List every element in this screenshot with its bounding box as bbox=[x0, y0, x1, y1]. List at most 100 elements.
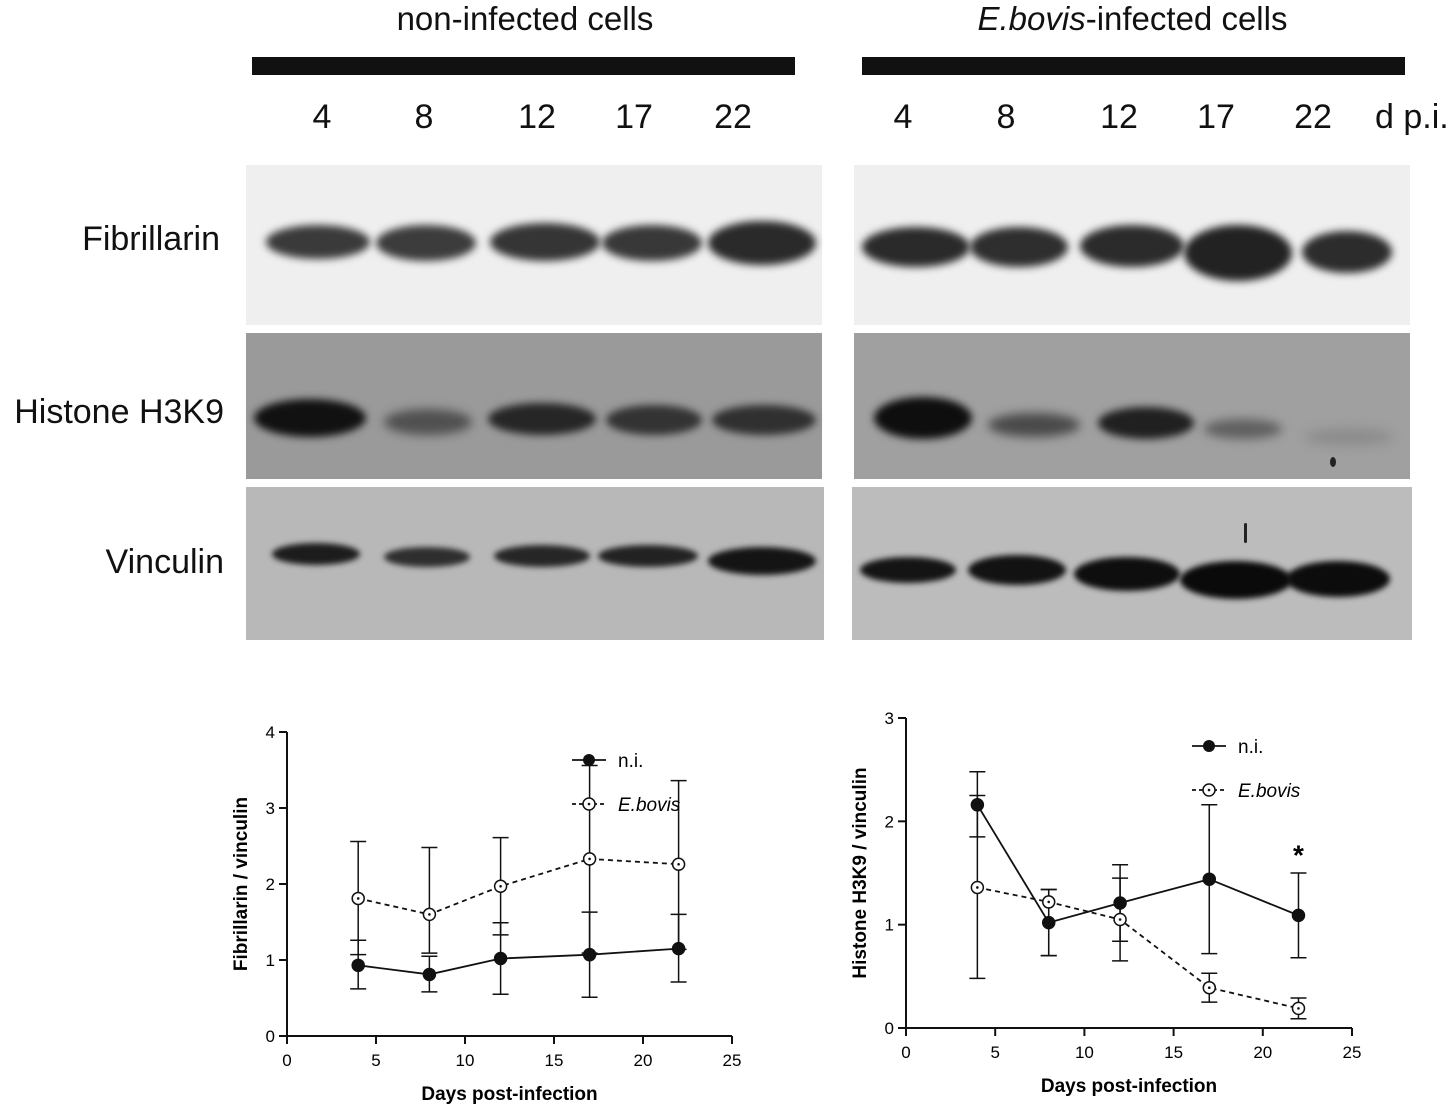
x-axis-label: Days post-infection bbox=[1041, 1076, 1217, 1097]
series-line-1 bbox=[358, 947, 679, 976]
series-line-2 bbox=[977, 886, 1299, 1010]
legend-marker-1 bbox=[1203, 740, 1215, 752]
band bbox=[1098, 407, 1194, 439]
band bbox=[860, 557, 956, 583]
x-tick-label: 15 bbox=[1164, 1043, 1183, 1062]
lane-label-left-4: 17 bbox=[615, 98, 653, 136]
band bbox=[494, 545, 590, 567]
legend-marker-dot bbox=[587, 802, 591, 806]
right-group-bar bbox=[862, 57, 1405, 75]
x-tick-label: 0 bbox=[901, 1043, 910, 1062]
band bbox=[708, 547, 816, 575]
lane-label-right-1: 4 bbox=[893, 98, 913, 136]
band bbox=[988, 413, 1080, 437]
band bbox=[488, 403, 596, 435]
series-line-1 bbox=[976, 804, 1299, 924]
y-tick-label: 2 bbox=[885, 812, 894, 831]
legend-marker-1 bbox=[583, 754, 595, 766]
right-group-title: E.bovis-infected cells bbox=[860, 0, 1405, 38]
band bbox=[1074, 557, 1180, 591]
legend-label-1: n.i. bbox=[1238, 737, 1263, 758]
data-point-dot bbox=[356, 897, 360, 900]
band bbox=[712, 405, 816, 435]
band bbox=[602, 225, 702, 261]
lane-label-right-2: 8 bbox=[996, 98, 1016, 136]
chart-fibrillarin-vinculin: 0 5 10 15 20 25 0 1 2 3 4 Days post-infection Fibril… bbox=[231, 723, 742, 1105]
chart-histone-vinculin: 0 5 10 15 20 25 0 1 2 3 Days post-infection Histone… bbox=[850, 709, 1362, 1097]
y-tick-label: 4 bbox=[266, 723, 275, 742]
data-point-dot bbox=[677, 862, 680, 866]
x-tick-label: 5 bbox=[990, 1043, 999, 1062]
right-group-title-rest: -infected cells bbox=[1085, 0, 1288, 37]
band bbox=[266, 225, 370, 259]
legend-marker-dot bbox=[1207, 788, 1211, 792]
row-label-vinculin: Vinculin bbox=[105, 543, 224, 581]
band bbox=[384, 409, 472, 435]
blot-fibrillarin-non-infected bbox=[246, 165, 822, 325]
data-point bbox=[422, 967, 437, 982]
speck bbox=[1330, 457, 1336, 467]
y-tick-label: 2 bbox=[266, 875, 275, 894]
lane-label-left-1: 4 bbox=[312, 98, 332, 136]
x-tick-label: 25 bbox=[723, 1051, 742, 1070]
lane-label-right-3: 12 bbox=[1100, 98, 1138, 136]
band bbox=[490, 223, 600, 261]
blot-histone-infected bbox=[854, 333, 1410, 479]
right-group-title-italic: E.bovis bbox=[977, 0, 1086, 37]
lane-label-right-5: 22 bbox=[1294, 98, 1332, 136]
legend-label-2: E.bovis bbox=[1238, 781, 1301, 802]
lane-label-left-2: 8 bbox=[414, 98, 434, 136]
lane-unit-label: d p.i. bbox=[1375, 98, 1449, 136]
x-tick-label: 10 bbox=[1075, 1043, 1094, 1062]
data-point-dot bbox=[499, 884, 502, 888]
lane-label-left-3: 12 bbox=[518, 98, 556, 136]
y-tick-label: 1 bbox=[266, 951, 275, 970]
band bbox=[376, 225, 476, 261]
band bbox=[1184, 225, 1292, 281]
blot-histone-non-infected bbox=[246, 333, 822, 479]
band bbox=[1302, 231, 1392, 273]
band bbox=[1180, 561, 1292, 599]
x-tick-label: 5 bbox=[371, 1051, 380, 1070]
x-tick-label: 25 bbox=[1343, 1043, 1362, 1062]
band bbox=[272, 543, 360, 565]
x-tick-label: 10 bbox=[456, 1051, 475, 1070]
data-point bbox=[1291, 908, 1306, 923]
y-tick-label: 0 bbox=[266, 1027, 275, 1046]
x-tick-label: 0 bbox=[282, 1051, 291, 1070]
band bbox=[606, 405, 702, 435]
blot-vinculin-non-infected bbox=[246, 487, 824, 640]
data-point-dot bbox=[1047, 900, 1051, 904]
significance-annotation: * bbox=[1293, 840, 1304, 871]
data-point-dot bbox=[428, 913, 431, 916]
band bbox=[598, 545, 698, 567]
x-tick-label: 20 bbox=[1253, 1043, 1272, 1062]
lane-label-right-4: 17 bbox=[1197, 98, 1235, 136]
y-axis-label: Histone H3K9 / vinculin bbox=[850, 767, 871, 978]
y-tick-label: 1 bbox=[885, 916, 894, 935]
band bbox=[1204, 419, 1282, 439]
band bbox=[1304, 429, 1394, 445]
x-axis-label: Days post-infection bbox=[421, 1084, 597, 1105]
data-point bbox=[1202, 872, 1217, 886]
blot-vinculin-infected bbox=[852, 487, 1412, 640]
data-point bbox=[493, 951, 508, 966]
data-point-dot bbox=[1118, 918, 1122, 921]
band bbox=[1080, 225, 1184, 267]
data-point-dot bbox=[588, 857, 591, 861]
data-point bbox=[351, 958, 365, 973]
legend-label-1: n.i. bbox=[618, 751, 643, 772]
x-tick-label: 15 bbox=[545, 1051, 564, 1070]
data-point-dot bbox=[1297, 1007, 1300, 1010]
y-axis-label: Fibrillarin / vinculin bbox=[231, 797, 252, 971]
band bbox=[968, 555, 1066, 585]
row-label-histone-h3k9: Histone H3K9 bbox=[14, 393, 224, 431]
row-label-fibrillarin: Fibrillarin bbox=[82, 220, 220, 258]
x-tick-label: 20 bbox=[634, 1051, 653, 1070]
data-point-dot bbox=[976, 886, 979, 889]
y-tick-label: 0 bbox=[885, 1019, 894, 1038]
blot-fibrillarin-infected bbox=[854, 165, 1410, 325]
band bbox=[862, 227, 970, 267]
band bbox=[384, 547, 470, 567]
y-tick-label: 3 bbox=[885, 709, 894, 728]
